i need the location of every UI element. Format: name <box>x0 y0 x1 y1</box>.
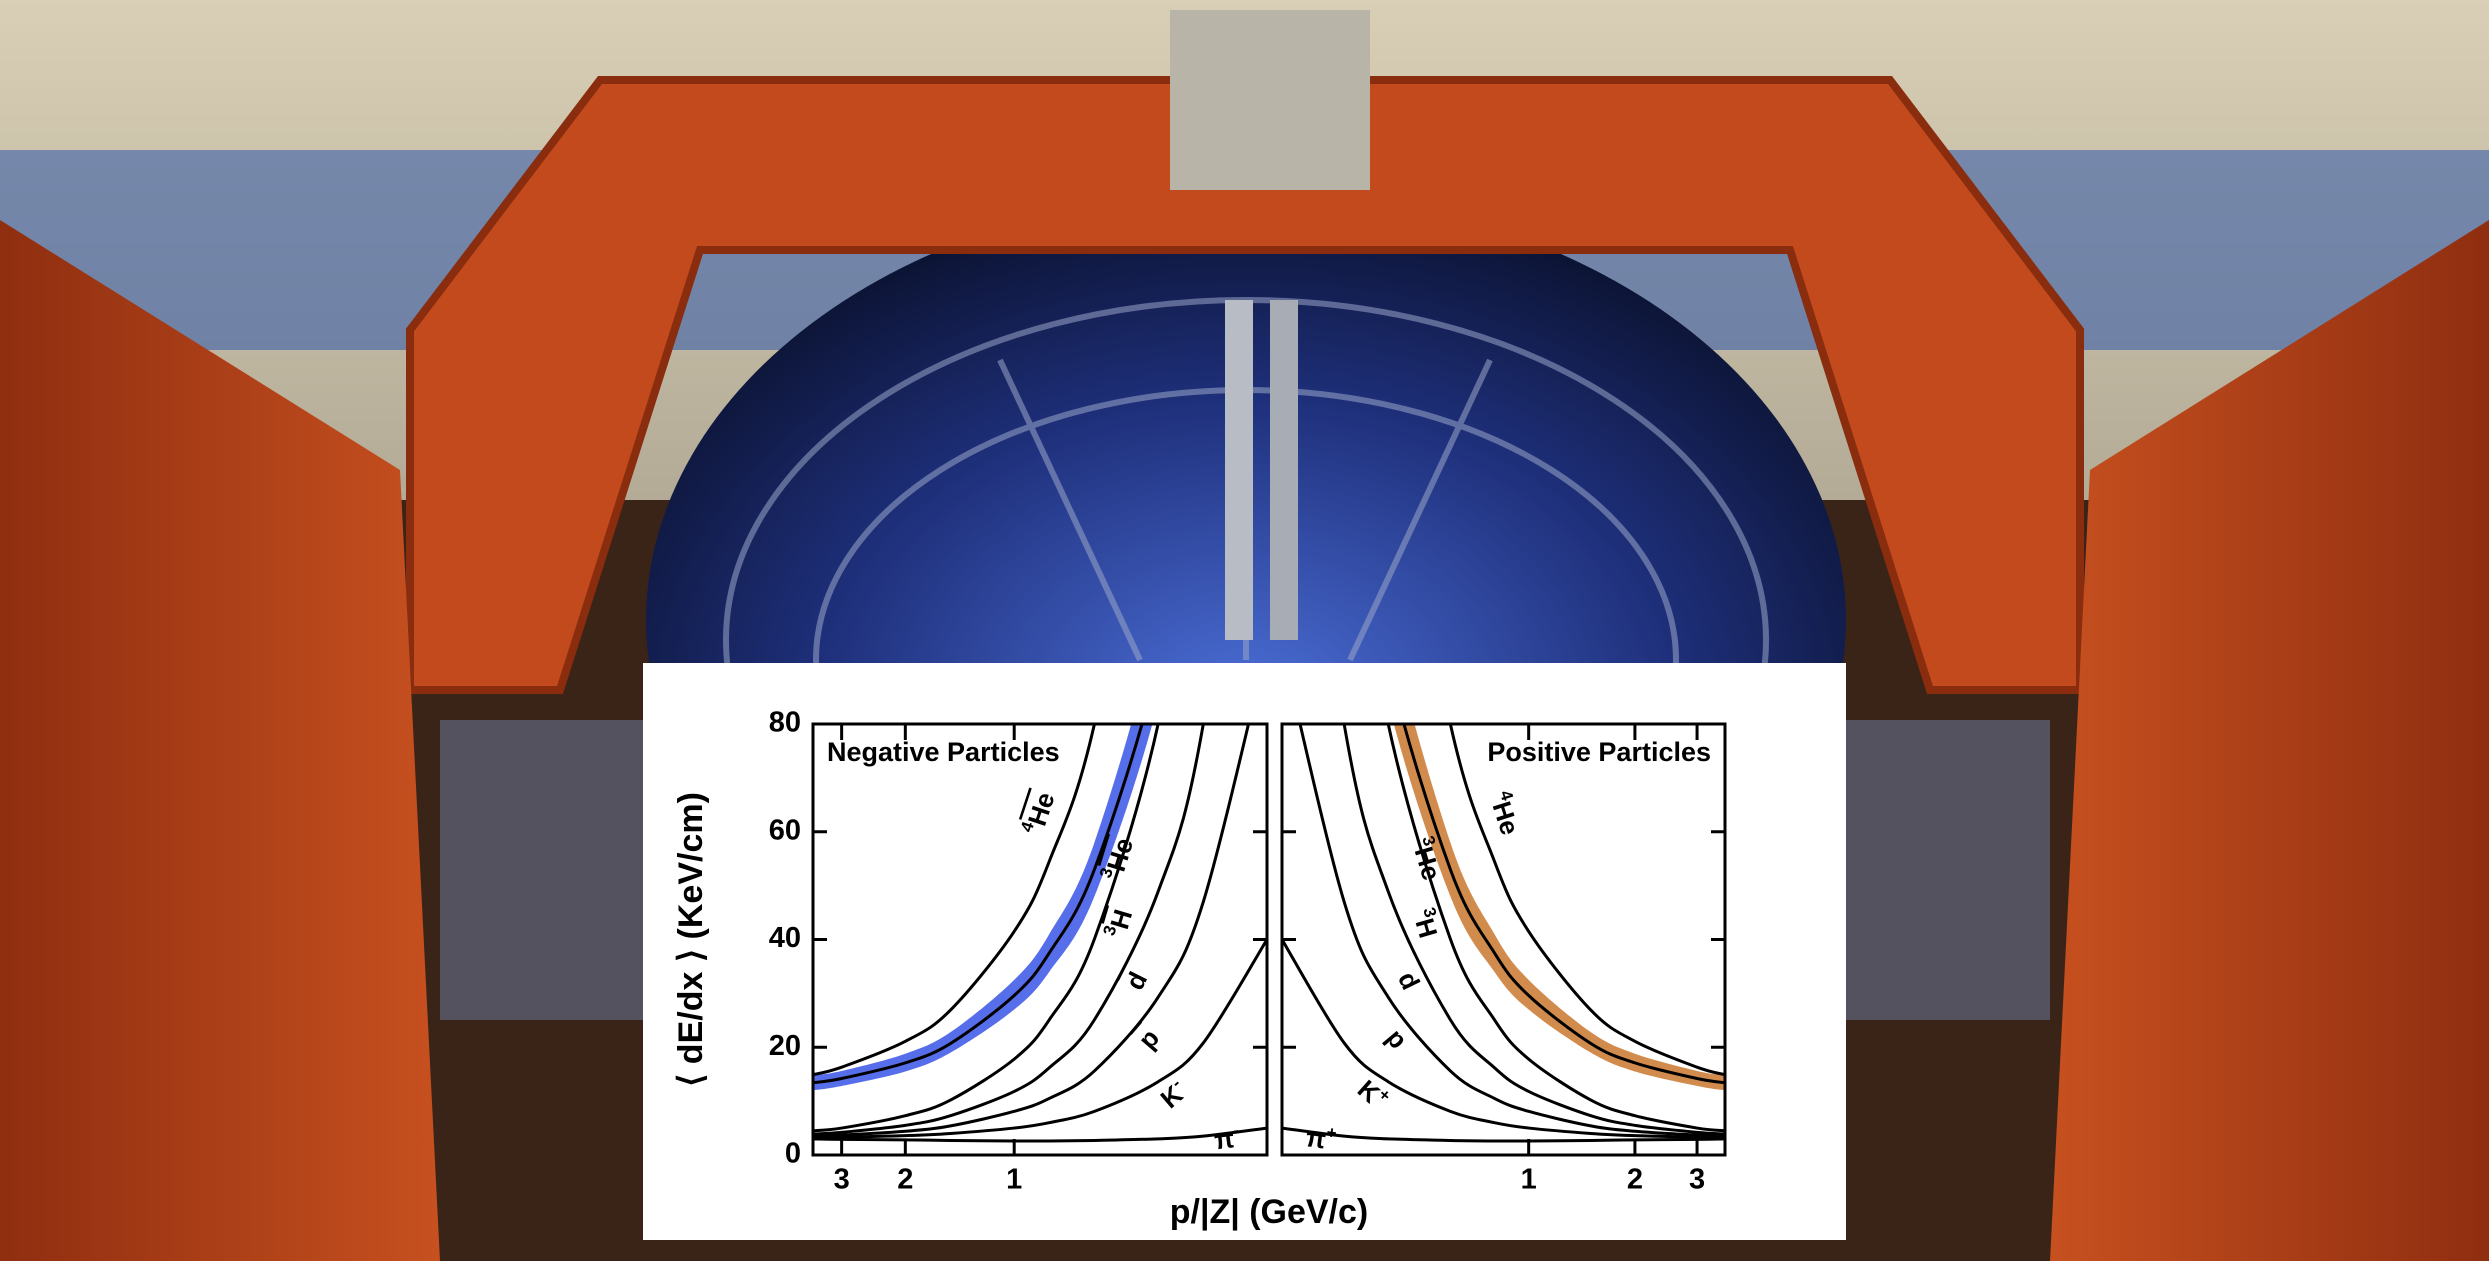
magnet-door <box>1170 10 1370 190</box>
curve <box>813 724 1144 1085</box>
x-tick-label: 1 <box>1006 1164 1022 1196</box>
panel-title: Positive Particles <box>1487 737 1711 767</box>
y-tick-label: 20 <box>769 1030 801 1062</box>
curve-label-name: π <box>1304 1122 1328 1154</box>
curve <box>813 724 1251 1138</box>
left-cables <box>440 720 650 1020</box>
curve <box>813 1126 1267 1143</box>
curve <box>813 938 1267 1140</box>
y-axis-label: ⟨ dE/dx ⟩ (KeV/cm) <box>672 792 710 1087</box>
curve <box>813 724 1205 1136</box>
plot-area <box>813 724 1267 1155</box>
right-wall <box>2050 220 2489 1261</box>
plot-area <box>1282 724 1725 1155</box>
curve-label: π+ <box>1304 1121 1338 1156</box>
magnet-frame <box>406 76 2084 694</box>
curve-label: 3H <box>1100 905 1138 941</box>
band <box>813 724 1153 1091</box>
y-tick-label: 80 <box>769 707 801 739</box>
curve <box>1448 724 1725 1077</box>
curve <box>1298 724 1725 1138</box>
curve <box>1402 724 1725 1085</box>
curve <box>1282 1126 1725 1143</box>
curve <box>1282 938 1725 1140</box>
x-tick-label: 1 <box>1521 1164 1537 1196</box>
curve <box>1386 724 1725 1133</box>
x-tick-label: 2 <box>897 1164 913 1196</box>
curve-label-post: + <box>1325 1123 1337 1143</box>
left-wall <box>0 220 440 1261</box>
curve <box>813 724 1160 1133</box>
x-axis-label: p/|Z| (GeV/c) <box>1170 1193 1369 1231</box>
pipe <box>1225 300 1253 640</box>
x-tick-label: 3 <box>834 1164 850 1196</box>
curve <box>1342 724 1725 1136</box>
curve <box>813 724 1096 1077</box>
y-tick-label: 40 <box>769 922 801 954</box>
curve-label-post: - <box>1232 1121 1240 1141</box>
right-cables <box>1840 720 2050 1020</box>
y-tick-label: 0 <box>785 1138 801 1170</box>
panel-title: Negative Particles <box>827 737 1060 767</box>
background-cloud <box>1282 724 1725 1155</box>
x-tick-label: 2 <box>1627 1164 1643 1196</box>
y-tick-label: 60 <box>769 814 801 846</box>
pipe <box>1270 300 1298 640</box>
curve-label: π- <box>1212 1121 1241 1155</box>
x-tick-label: 3 <box>1689 1164 1705 1196</box>
curve-label-name: π <box>1212 1123 1236 1155</box>
background-cloud <box>813 724 1267 1155</box>
band <box>1393 724 1725 1091</box>
